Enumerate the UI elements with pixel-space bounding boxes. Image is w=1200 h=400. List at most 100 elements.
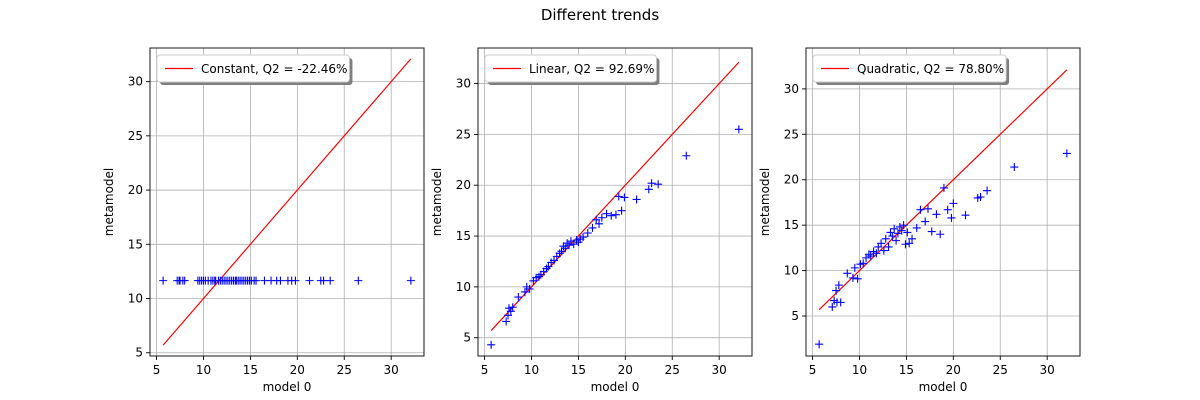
scatter-point (879, 246, 888, 255)
figure-title: Different trends (541, 6, 659, 24)
x-tick-label: 30 (1040, 363, 1055, 377)
y-tick-label: 10 (784, 264, 799, 278)
y-tick-label: 30 (456, 77, 471, 91)
scatter-point (897, 226, 906, 235)
y-tick-label: 25 (128, 129, 143, 143)
scatter-point (949, 199, 958, 208)
subplot-constant: 5 10 15 20 25 30 5 10 15 20 25 30 model 0 metamodel Co… (102, 47, 425, 394)
y-tick-label: 5 (463, 331, 471, 345)
y-tick-label: 5 (135, 346, 143, 360)
scatter-point (654, 180, 663, 189)
scatter-point (583, 229, 592, 238)
scatter-point (563, 239, 572, 248)
x-tick-label: 20 (946, 363, 961, 377)
x-tick-label: 10 (196, 363, 211, 377)
scatter-point (487, 340, 496, 349)
y-tick-label: 20 (128, 183, 143, 197)
scatter-point (565, 241, 574, 250)
scatter-point (514, 293, 523, 302)
legend-label: Linear, Q2 = 92.69% (529, 62, 654, 76)
scatter-point (544, 262, 553, 271)
scatter-point (572, 236, 581, 245)
scatter-point (901, 240, 910, 249)
scatter-point (508, 303, 517, 312)
scatter-point (912, 223, 921, 232)
scatter-point (899, 221, 908, 230)
scatter-point (614, 192, 623, 201)
scatter-point (872, 249, 881, 258)
scatter-point (602, 209, 611, 218)
axes-frame (805, 47, 1081, 357)
scatter-point (832, 286, 841, 295)
y-tick-label: 30 (784, 82, 799, 96)
scatter-point (921, 217, 930, 226)
x-axis-label: model 0 (591, 380, 640, 394)
scatter-point (326, 276, 335, 285)
scatter-point (644, 185, 653, 194)
x-axis-label: model 0 (263, 380, 312, 394)
scatter-point (534, 272, 543, 281)
scatter-point (927, 227, 936, 236)
x-tick-label: 25 (665, 363, 680, 377)
scatter-point (550, 256, 559, 265)
x-tick-label: 30 (712, 363, 727, 377)
scatter-point (291, 276, 300, 285)
scatter-point (961, 211, 970, 220)
y-tick-label: 15 (128, 237, 143, 251)
scatter-point (836, 298, 845, 307)
x-axis-label: model 0 (919, 380, 968, 394)
scatter-point (923, 204, 932, 213)
axes-frame (149, 47, 425, 357)
x-tick-label: 5 (153, 363, 161, 377)
axes-frame (477, 47, 753, 357)
scatter-point (502, 317, 511, 326)
scatter-point (932, 210, 941, 219)
plot-area (159, 58, 415, 346)
legend-label: Constant, Q2 = -22.46% (201, 62, 347, 76)
x-tick-label: 15 (899, 363, 914, 377)
y-tick-label: 15 (784, 218, 799, 232)
scatter-point (617, 206, 626, 215)
y-tick-label: 10 (456, 280, 471, 294)
x-tick-label: 15 (243, 363, 258, 377)
scatter-point (892, 236, 901, 245)
scatter-point (859, 259, 868, 268)
scatter-point (936, 230, 945, 239)
scatter-point (903, 228, 912, 237)
y-tick-label: 25 (456, 127, 471, 141)
x-tick-label: 30 (384, 363, 399, 377)
scatter-point (834, 281, 843, 290)
x-tick-label: 20 (290, 363, 305, 377)
scatter-point (853, 274, 862, 283)
scatter-point (1062, 149, 1071, 158)
scatter-point (632, 195, 641, 204)
scatter-point (682, 151, 691, 160)
scatter-point (620, 193, 629, 202)
y-tick-label: 25 (784, 127, 799, 141)
legend-box (812, 54, 1007, 83)
x-tick-label: 20 (618, 363, 633, 377)
scatter-point (276, 276, 285, 285)
scatter-point (734, 125, 743, 134)
scatter-point (916, 205, 925, 214)
scatter-point (607, 211, 616, 220)
x-tick-label: 25 (337, 363, 352, 377)
scatter-point (406, 276, 415, 285)
scatter-point (886, 228, 895, 237)
legend-label: Quadratic, Q2 = 78.80% (857, 62, 1004, 76)
reference-line (818, 69, 1068, 311)
x-tick-label: 5 (481, 363, 489, 377)
reference-line (162, 58, 412, 346)
scatter-point (354, 276, 363, 285)
scatter-point (815, 340, 824, 349)
scatter-point (881, 234, 890, 243)
scatter-point (983, 186, 992, 195)
subplot-quadratic: 5 10 15 20 25 30 5 10 15 20 25 30 model 0 metamodel Qu… (758, 47, 1081, 394)
plot-area (815, 69, 1071, 349)
scatter-point (542, 264, 551, 273)
plot-area (487, 61, 743, 349)
y-axis-label: metamodel (758, 168, 772, 237)
x-tick-label: 15 (571, 363, 586, 377)
x-tick-label: 10 (852, 363, 867, 377)
